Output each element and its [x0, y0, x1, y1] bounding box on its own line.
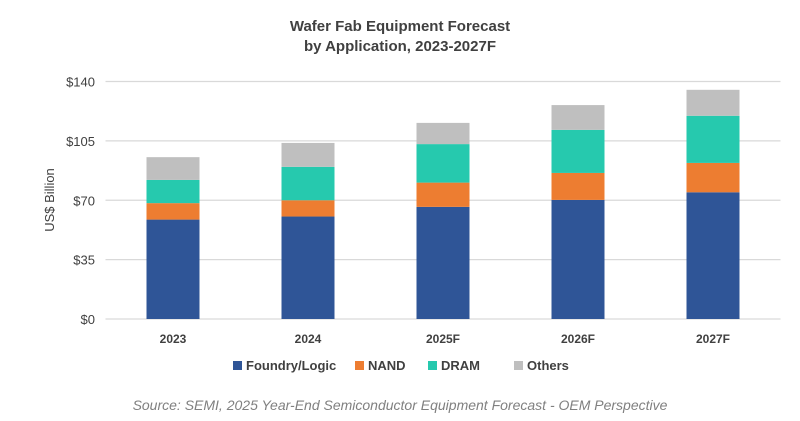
bar-segment-others-2024: [281, 142, 335, 167]
bar-segment-dram-2027f: [686, 115, 740, 163]
chart-title-line-2: by Application, 2023-2027F: [303, 38, 496, 55]
bar-segment-nand-2026f: [551, 172, 605, 200]
y-axis-label: US$ Billion: [42, 168, 57, 232]
bar-segment-foundry-logic-2027f: [686, 192, 740, 319]
chart-title-line-1: Wafer Fab Equipment Forecast: [289, 18, 511, 35]
bar-segment-nand-2025f: [416, 182, 470, 207]
y-tick-label: $35: [73, 253, 95, 268]
bar-segment-nand-2023: [146, 203, 200, 220]
bar-segment-foundry-logic-2024: [281, 216, 335, 319]
source-note: Source: SEMI, 2025 Year-End Semiconducto…: [132, 397, 668, 413]
legend-swatch-nand: [355, 361, 364, 370]
x-tick-label: 2026F: [561, 332, 595, 346]
legend-label: NAND: [368, 358, 406, 373]
bar-segment-foundry-logic-2023: [146, 219, 200, 319]
legend-swatch-foundry-logic: [233, 361, 242, 370]
x-tick-label: 2025F: [426, 332, 460, 346]
bar-segment-others-2023: [146, 157, 200, 180]
bar-segment-others-2026f: [551, 105, 605, 130]
legend-label: Others: [527, 358, 569, 373]
y-tick-label: $140: [66, 75, 95, 90]
bar-segment-others-2025f: [416, 122, 470, 145]
legend-label: DRAM: [441, 358, 480, 373]
y-tick-label: $0: [81, 312, 95, 327]
bar-segment-dram-2026f: [551, 129, 605, 173]
bar-segment-dram-2023: [146, 179, 200, 204]
legend-swatch-dram: [428, 361, 437, 370]
bar-segment-dram-2024: [281, 166, 335, 201]
bar-segment-nand-2024: [281, 200, 335, 217]
y-tick-label: $105: [66, 134, 95, 149]
bar-segment-dram-2025f: [416, 144, 470, 183]
x-tick-label: 2027F: [696, 332, 730, 346]
x-tick-label: 2024: [295, 332, 322, 346]
bar-segment-nand-2027f: [686, 162, 740, 193]
bar-segment-others-2027f: [686, 89, 740, 116]
y-tick-label: $70: [73, 193, 95, 208]
legend-swatch-others: [514, 361, 523, 370]
legend-label: Foundry/Logic: [246, 358, 336, 373]
bar-segment-foundry-logic-2026f: [551, 199, 605, 319]
x-tick-label: 2023: [160, 332, 187, 346]
bar-segment-foundry-logic-2025f: [416, 206, 470, 319]
